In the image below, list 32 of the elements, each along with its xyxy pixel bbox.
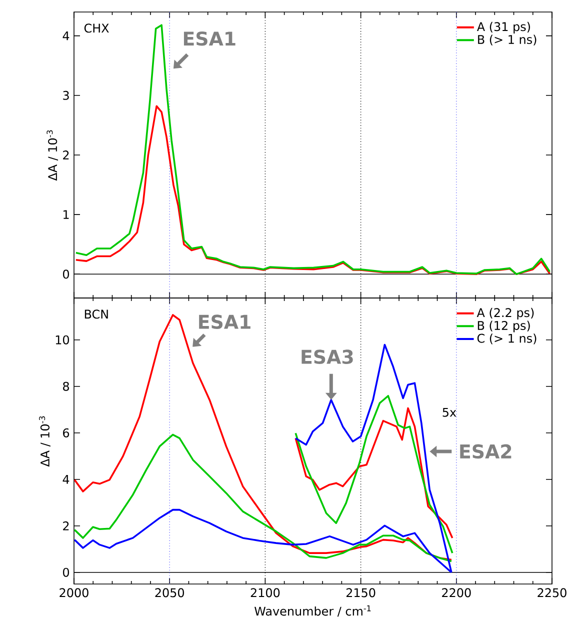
x-tick-label: 2150 <box>346 588 376 598</box>
x-tick-label: 2000 <box>60 588 88 598</box>
y-tick-label: 1 <box>64 210 69 219</box>
legend-label: B (12 ps) <box>478 320 530 332</box>
legend-label: C (> 1 ns) <box>477 334 536 344</box>
x-tick-label: 2200 <box>442 588 471 598</box>
annotation: ESA1 <box>184 31 236 46</box>
y-tick-label: 4 <box>62 475 70 484</box>
legend-label: B (> 1 ns) <box>478 34 536 46</box>
annotation: ESA1 <box>199 314 250 329</box>
y-tick-label: 2 <box>63 150 69 160</box>
y-axis-title: ΔA / 10$^{-3}$ <box>39 416 50 467</box>
y-tick-label: 4 <box>62 31 70 40</box>
y-tick-label: 3 <box>63 90 69 100</box>
annotation: ESA3 <box>302 350 353 364</box>
text: BCN <box>84 310 108 319</box>
legend-label: A (2.2 ps) <box>476 308 534 320</box>
text: CHX <box>84 24 109 33</box>
y-tick-label: 10 <box>56 335 70 344</box>
y-axis-title: ΔA / 10$^{-3}$ <box>46 130 58 181</box>
x-tick-label: 2050 <box>155 588 184 598</box>
legend-label: A (31 ps) <box>476 22 530 34</box>
annotation: 5x <box>442 408 456 417</box>
y-tick-label: 0 <box>62 568 70 577</box>
annotation: ESA2 <box>460 444 512 459</box>
x-axis-title: Wavenumber / cm$^{-1}$ <box>254 605 371 617</box>
y-tick-label: 2 <box>63 521 69 530</box>
x-tick-label: 2250 <box>538 588 566 598</box>
x-tick-label: 2100 <box>250 588 280 598</box>
y-tick-label: 8 <box>63 382 69 391</box>
y-tick-label: 6 <box>63 428 70 438</box>
y-tick-label: 0 <box>62 270 70 279</box>
